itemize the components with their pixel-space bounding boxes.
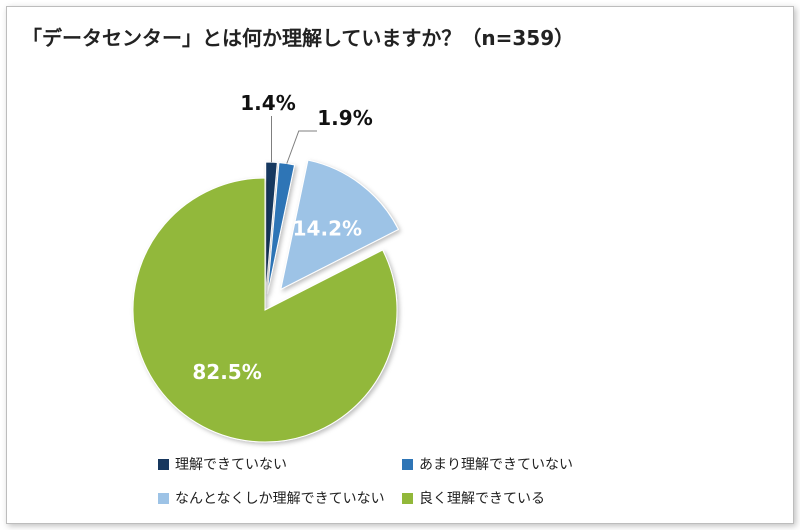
legend-label-1: あまり理解できていない xyxy=(419,457,573,473)
pie-slice-2 xyxy=(280,159,400,291)
legend-swatch-0 xyxy=(158,458,169,470)
data-label-0: 1.4% xyxy=(240,91,295,115)
legend-swatch-3 xyxy=(402,492,413,504)
legend-label-3: 良く理解できている xyxy=(419,491,545,507)
legend-item-3: 良く理解できている xyxy=(402,488,618,508)
legend-item-0: 理解できていない xyxy=(158,454,402,474)
chart-title: 「データセンター」とは何か理解していますか？（n=359） xyxy=(22,26,575,50)
legend-item-1: あまり理解できていない xyxy=(402,454,618,474)
data-label-1: 1.9% xyxy=(317,106,372,130)
legend-swatch-1 xyxy=(402,458,413,470)
data-label-3: 82.5% xyxy=(192,360,261,384)
leader-line-1 xyxy=(286,130,317,164)
chart-frame xyxy=(6,6,794,524)
legend-swatch-2 xyxy=(158,492,169,504)
legend-item-2: なんとなくしか理解できていない xyxy=(158,488,402,508)
pie-slice-3 xyxy=(132,177,398,443)
legend-label-2: なんとなくしか理解できていない xyxy=(175,491,385,507)
legend: 理解できていない あまり理解できていない なんとなくしか理解できていない 良く理… xyxy=(158,454,618,508)
legend-label-0: 理解できていない xyxy=(175,457,287,473)
data-label-2: 14.2% xyxy=(293,217,362,241)
